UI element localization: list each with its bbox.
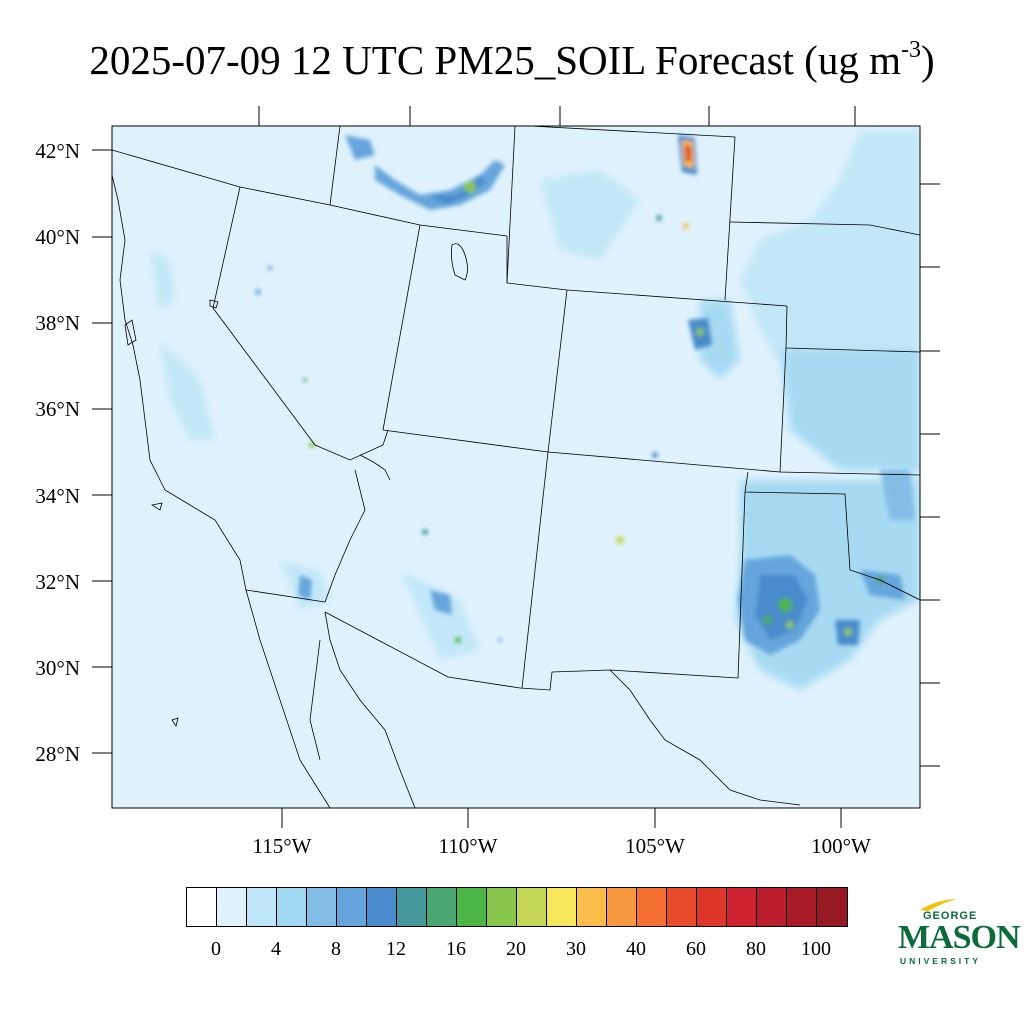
colorbar-box <box>187 888 217 926</box>
colorbar-tick-label: 60 <box>686 938 706 960</box>
lon-label-105w: 105°W <box>625 834 685 858</box>
logo-line3: UNIVERSITY <box>900 956 982 966</box>
colorbar-box <box>787 888 817 926</box>
colorbar-box <box>757 888 787 926</box>
colorbar-box <box>337 888 367 926</box>
colorbar-box <box>637 888 667 926</box>
colorbar-box <box>697 888 727 926</box>
lon-label-110w: 110°W <box>438 834 498 858</box>
colorbar-box <box>397 888 427 926</box>
colorbar-box <box>727 888 757 926</box>
colorbar-tick-label: 40 <box>626 938 646 960</box>
gmu-logo: GEORGE MASON UNIVERSITY <box>896 898 1021 968</box>
lat-label-28n: 28°N <box>35 742 80 766</box>
lat-label-36n: 36°N <box>35 397 80 421</box>
colorbar-box <box>817 888 847 926</box>
map-title: 2025-07-09 12 UTC PM25_SOIL Forecast (ug… <box>0 34 1024 86</box>
lat-label-42n: 42°N <box>35 139 80 163</box>
concentration-field <box>150 130 920 690</box>
colorbar-tick-label: 30 <box>566 938 586 960</box>
colorbar-tick-label: 0 <box>211 938 221 960</box>
logo-line2: MASON <box>898 919 1021 956</box>
colorbar-box <box>367 888 397 926</box>
colorbar-box <box>607 888 637 926</box>
colorbar-tick-label: 80 <box>746 938 766 960</box>
lon-label-100w: 100°W <box>811 834 871 858</box>
state-borders <box>112 126 920 808</box>
lat-label-40n: 40°N <box>35 225 80 249</box>
colorbar-box <box>517 888 547 926</box>
colorbar-box <box>307 888 337 926</box>
colorbar-box <box>547 888 577 926</box>
lat-label-34n: 34°N <box>35 484 80 508</box>
logo-line1: GEORGE <box>923 910 978 922</box>
title-close: ) <box>920 37 935 83</box>
colorbar-tick-label: 8 <box>331 938 341 960</box>
lat-label-38n: 38°N <box>35 311 80 335</box>
map-frame <box>111 125 921 809</box>
colorbar-box <box>277 888 307 926</box>
colorbar <box>186 887 848 927</box>
colorbar-box <box>427 888 457 926</box>
colorbar-tick-label: 16 <box>446 938 466 960</box>
colorbar-box <box>247 888 277 926</box>
title-text: 2025-07-09 12 UTC PM25_SOIL Forecast (ug… <box>89 37 901 83</box>
colorbar-tick-label: 20 <box>506 938 526 960</box>
lon-label-115w: 115°W <box>252 834 312 858</box>
title-units-exponent: -3 <box>900 37 921 63</box>
colorbar-tick-label: 100 <box>801 938 831 960</box>
colorbar-box <box>487 888 517 926</box>
colorbar-box <box>457 888 487 926</box>
colorbar-tick-label: 4 <box>271 938 281 960</box>
logo-swoosh-icon <box>920 899 956 911</box>
axis-ticks <box>92 106 940 828</box>
colorbar-box <box>217 888 247 926</box>
colorbar-box <box>577 888 607 926</box>
colorbar-tick-label: 12 <box>386 938 406 960</box>
colorbar-box <box>667 888 697 926</box>
lat-label-32n: 32°N <box>35 570 80 594</box>
lat-label-30n: 30°N <box>35 656 80 680</box>
